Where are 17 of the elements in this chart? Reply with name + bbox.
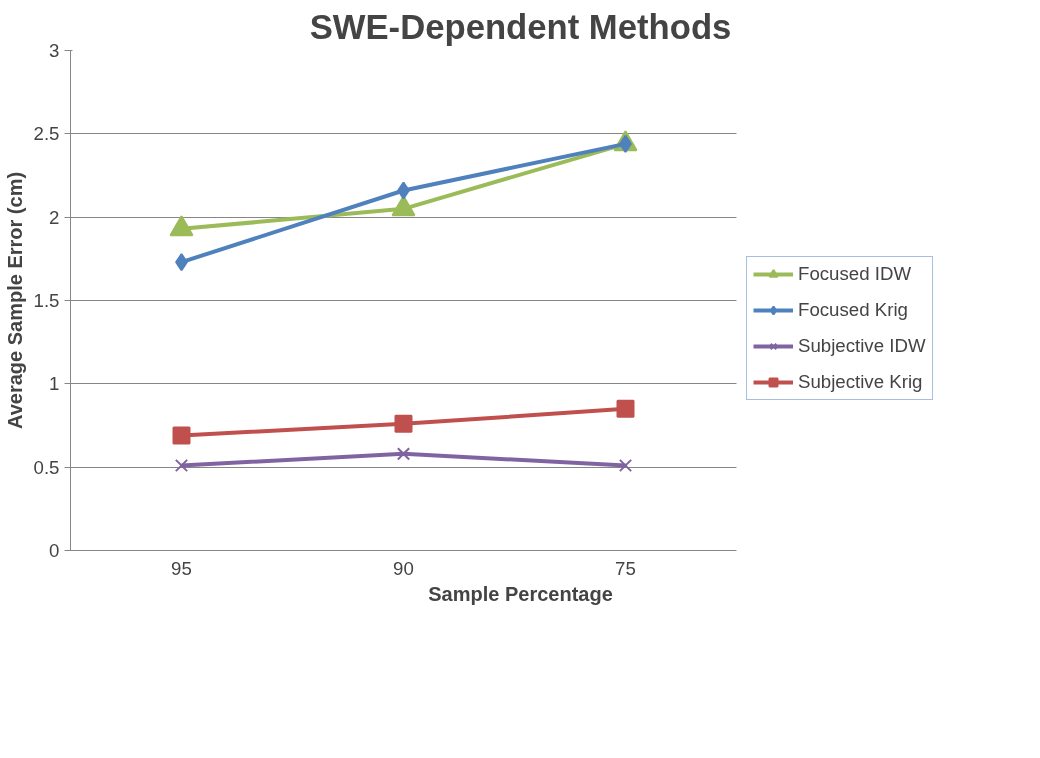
- y-tick-label: 2.5: [33, 123, 60, 145]
- x-tick-label: 75: [615, 557, 636, 579]
- y-tick-label: 0.5: [33, 456, 60, 478]
- legend-label: Subjective IDW: [798, 335, 926, 357]
- legend-label: Focused Krig: [798, 299, 908, 321]
- legend-label: Focused IDW: [798, 263, 912, 285]
- y-tick-label: 3: [49, 40, 60, 61]
- chart-title: SWE-Dependent Methods: [309, 7, 732, 46]
- legend-label: Subjective Krig: [798, 371, 923, 393]
- x-tick-label: 90: [393, 557, 414, 579]
- y-tick-label: 1.5: [33, 290, 60, 311]
- x-axis-title: Sample Percentage: [428, 582, 613, 605]
- y-tick-label: 1: [49, 373, 60, 395]
- y-axis-title: Average Sample Error (cm): [3, 171, 26, 430]
- x-tick-label: 95: [171, 557, 192, 579]
- y-tick-label: 2: [49, 206, 60, 228]
- y-tick-label: 0: [49, 540, 60, 561]
